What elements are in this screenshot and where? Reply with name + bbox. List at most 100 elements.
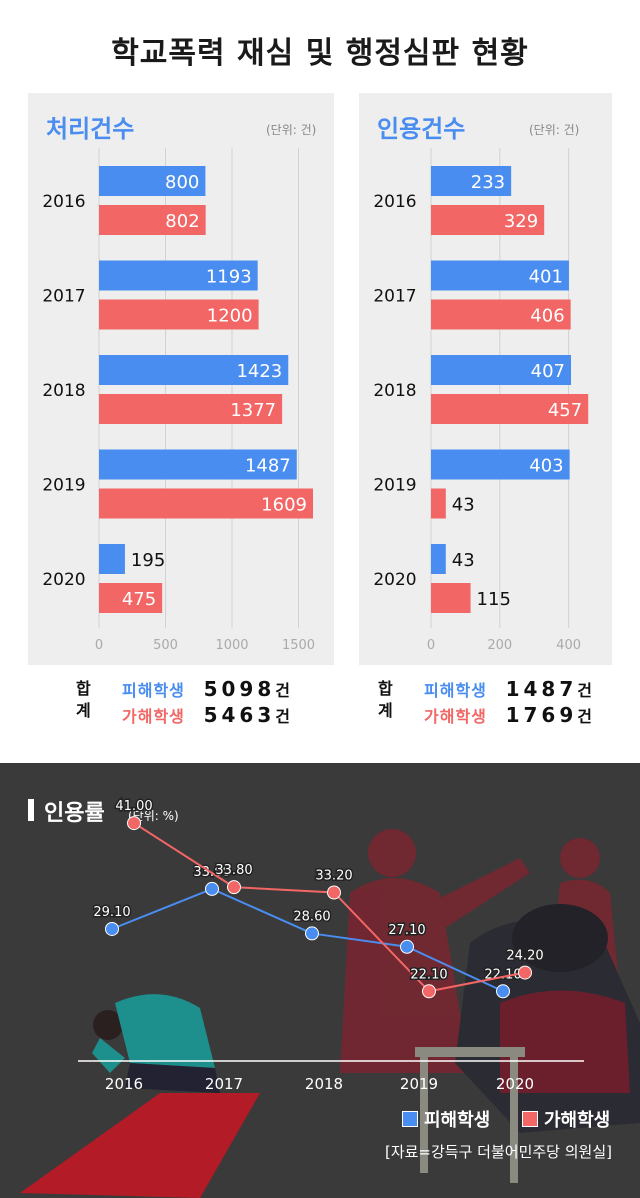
- totals-label: 합계: [76, 679, 91, 720]
- data-point: [400, 939, 414, 954]
- offender-total-unit: 건: [275, 707, 290, 726]
- bar: [99, 583, 163, 613]
- victim-total-unit: 건: [577, 681, 592, 700]
- data-label: 24.20: [506, 949, 543, 964]
- bar-value-label: 233: [471, 172, 505, 193]
- bar: [99, 166, 206, 196]
- offender-total-label: 가해학생: [122, 707, 185, 726]
- totals-label: 합계: [378, 679, 393, 720]
- bar-value-label: 800: [165, 172, 199, 193]
- bar: [99, 205, 206, 235]
- bar-value-label: 1200: [207, 306, 253, 327]
- legend-swatch: [402, 1111, 418, 1127]
- bar-value-label: 1377: [230, 400, 276, 421]
- bar: [99, 394, 283, 424]
- year-label: 2016: [42, 192, 85, 212]
- year-label: 2020: [42, 570, 85, 590]
- offender-total-row: 가해학생 5463건: [122, 704, 290, 726]
- x-tick-label: 200: [487, 638, 512, 653]
- rate-chart-title: 인용률: [44, 801, 105, 826]
- unit-note: (단위: 건): [266, 123, 317, 137]
- victim-total-label: 피해학생: [122, 681, 185, 700]
- panel-title: 인용건수: [377, 115, 466, 143]
- bar: [431, 394, 589, 424]
- bar: [431, 166, 512, 196]
- section-marker: [28, 799, 34, 821]
- source-note: [자료=강득구 더불어민주당 의원실]: [384, 1143, 612, 1161]
- data-label: 41.00: [115, 799, 152, 814]
- page-title: 학교폭력 재심 및 행정심판 현황: [111, 36, 529, 71]
- bar-value-label: 1423: [236, 361, 282, 382]
- x-tick-label: 2018: [305, 1075, 343, 1093]
- victim-total-value: 5098: [203, 677, 276, 701]
- bar-value-label: 802: [165, 211, 199, 232]
- bar: [99, 544, 125, 574]
- year-label: 2019: [42, 476, 85, 496]
- legend-offender: 가해학생: [522, 1107, 610, 1131]
- offender-total-value: 1769: [505, 703, 578, 727]
- victim-total-unit: 건: [275, 681, 290, 700]
- bar: [99, 260, 258, 291]
- data-point: [205, 881, 219, 896]
- data-point: [105, 921, 119, 936]
- unit-note: (단위: 건): [529, 123, 580, 137]
- bar: [431, 205, 545, 235]
- year-label: 2018: [42, 381, 85, 401]
- year-label: 2019: [373, 476, 416, 496]
- bar-value-label: 475: [122, 589, 156, 610]
- legend-victim: 피해학생: [402, 1107, 490, 1131]
- data-point: [227, 880, 241, 895]
- year-label: 2017: [42, 287, 85, 307]
- rate-unit-note: (단위: %): [128, 809, 179, 823]
- data-point: [327, 885, 341, 900]
- bar-value-label: 43: [452, 495, 475, 516]
- bar-value-label: 1609: [261, 495, 307, 516]
- x-tick-label: 500: [153, 638, 178, 653]
- bar: [431, 583, 471, 613]
- victim-total-row: 피해학생 1487건: [424, 678, 592, 700]
- processed-cases-chart: 0 500 1000 1500 2016 800 802 2017 1193 1200 2018 14…: [42, 148, 315, 653]
- x-tick-label: 2017: [205, 1075, 243, 1093]
- processed-cases-panel: 처리건수 (단위: 건) 0 500 1000 1500 2016 800 802 2017 1…: [28, 93, 334, 665]
- year-label: 2020: [373, 570, 416, 590]
- bar: [431, 260, 569, 291]
- bar: [99, 299, 259, 330]
- data-point: [422, 984, 436, 999]
- bar-value-label: 407: [531, 361, 565, 382]
- crying-student-illustration: [415, 904, 640, 1183]
- data-label: 29.10: [93, 905, 130, 920]
- bar: [99, 449, 297, 480]
- x-tick-label: 2016: [105, 1075, 143, 1093]
- victim-total-label: 피해학생: [424, 681, 487, 700]
- year-label: 2016: [373, 192, 416, 212]
- background-illustration: [20, 829, 640, 1198]
- x-tick-label: 400: [556, 638, 581, 653]
- legend-swatch: [522, 1111, 538, 1127]
- data-point: [518, 965, 532, 980]
- data-point: [127, 816, 141, 831]
- x-tick-label: 0: [95, 638, 103, 653]
- offender-total-row: 가해학생 1769건: [424, 704, 592, 726]
- bar-value-label: 195: [131, 550, 165, 571]
- year-label: 2018: [373, 381, 416, 401]
- accepted-cases-panel: 인용건수 (단위: 건) 0 200 400 2016 233 329 2017 401 406…: [359, 93, 612, 665]
- offender-total-value: 5463: [203, 703, 276, 727]
- bar-value-label: 1487: [245, 456, 291, 477]
- year-label: 2017: [373, 287, 416, 307]
- accepted-cases-chart: 0 200 400 2016 233 329 2017 401 406 2018 407 457 201…: [373, 148, 589, 653]
- offender-total-label: 가해학생: [424, 707, 487, 726]
- x-tick-label: 1000: [215, 638, 248, 653]
- kneeling-student-illustration: [20, 994, 260, 1198]
- bar-value-label: 457: [548, 400, 582, 421]
- x-tick-label: 2019: [400, 1075, 438, 1093]
- data-label: 28.60: [293, 909, 330, 924]
- data-label: 22.10: [410, 967, 447, 982]
- bar-value-label: 43: [452, 550, 475, 571]
- data-label: 33.20: [315, 868, 352, 883]
- bar: [431, 544, 446, 574]
- data-point: [496, 984, 510, 999]
- acceptance-rate-chart: 2016 2017 2018 2019 202029.1033.6028.6027.10…: [78, 798, 584, 1093]
- bar: [431, 488, 446, 519]
- data-label: 27.10: [388, 923, 425, 938]
- offender-total-unit: 건: [577, 707, 592, 726]
